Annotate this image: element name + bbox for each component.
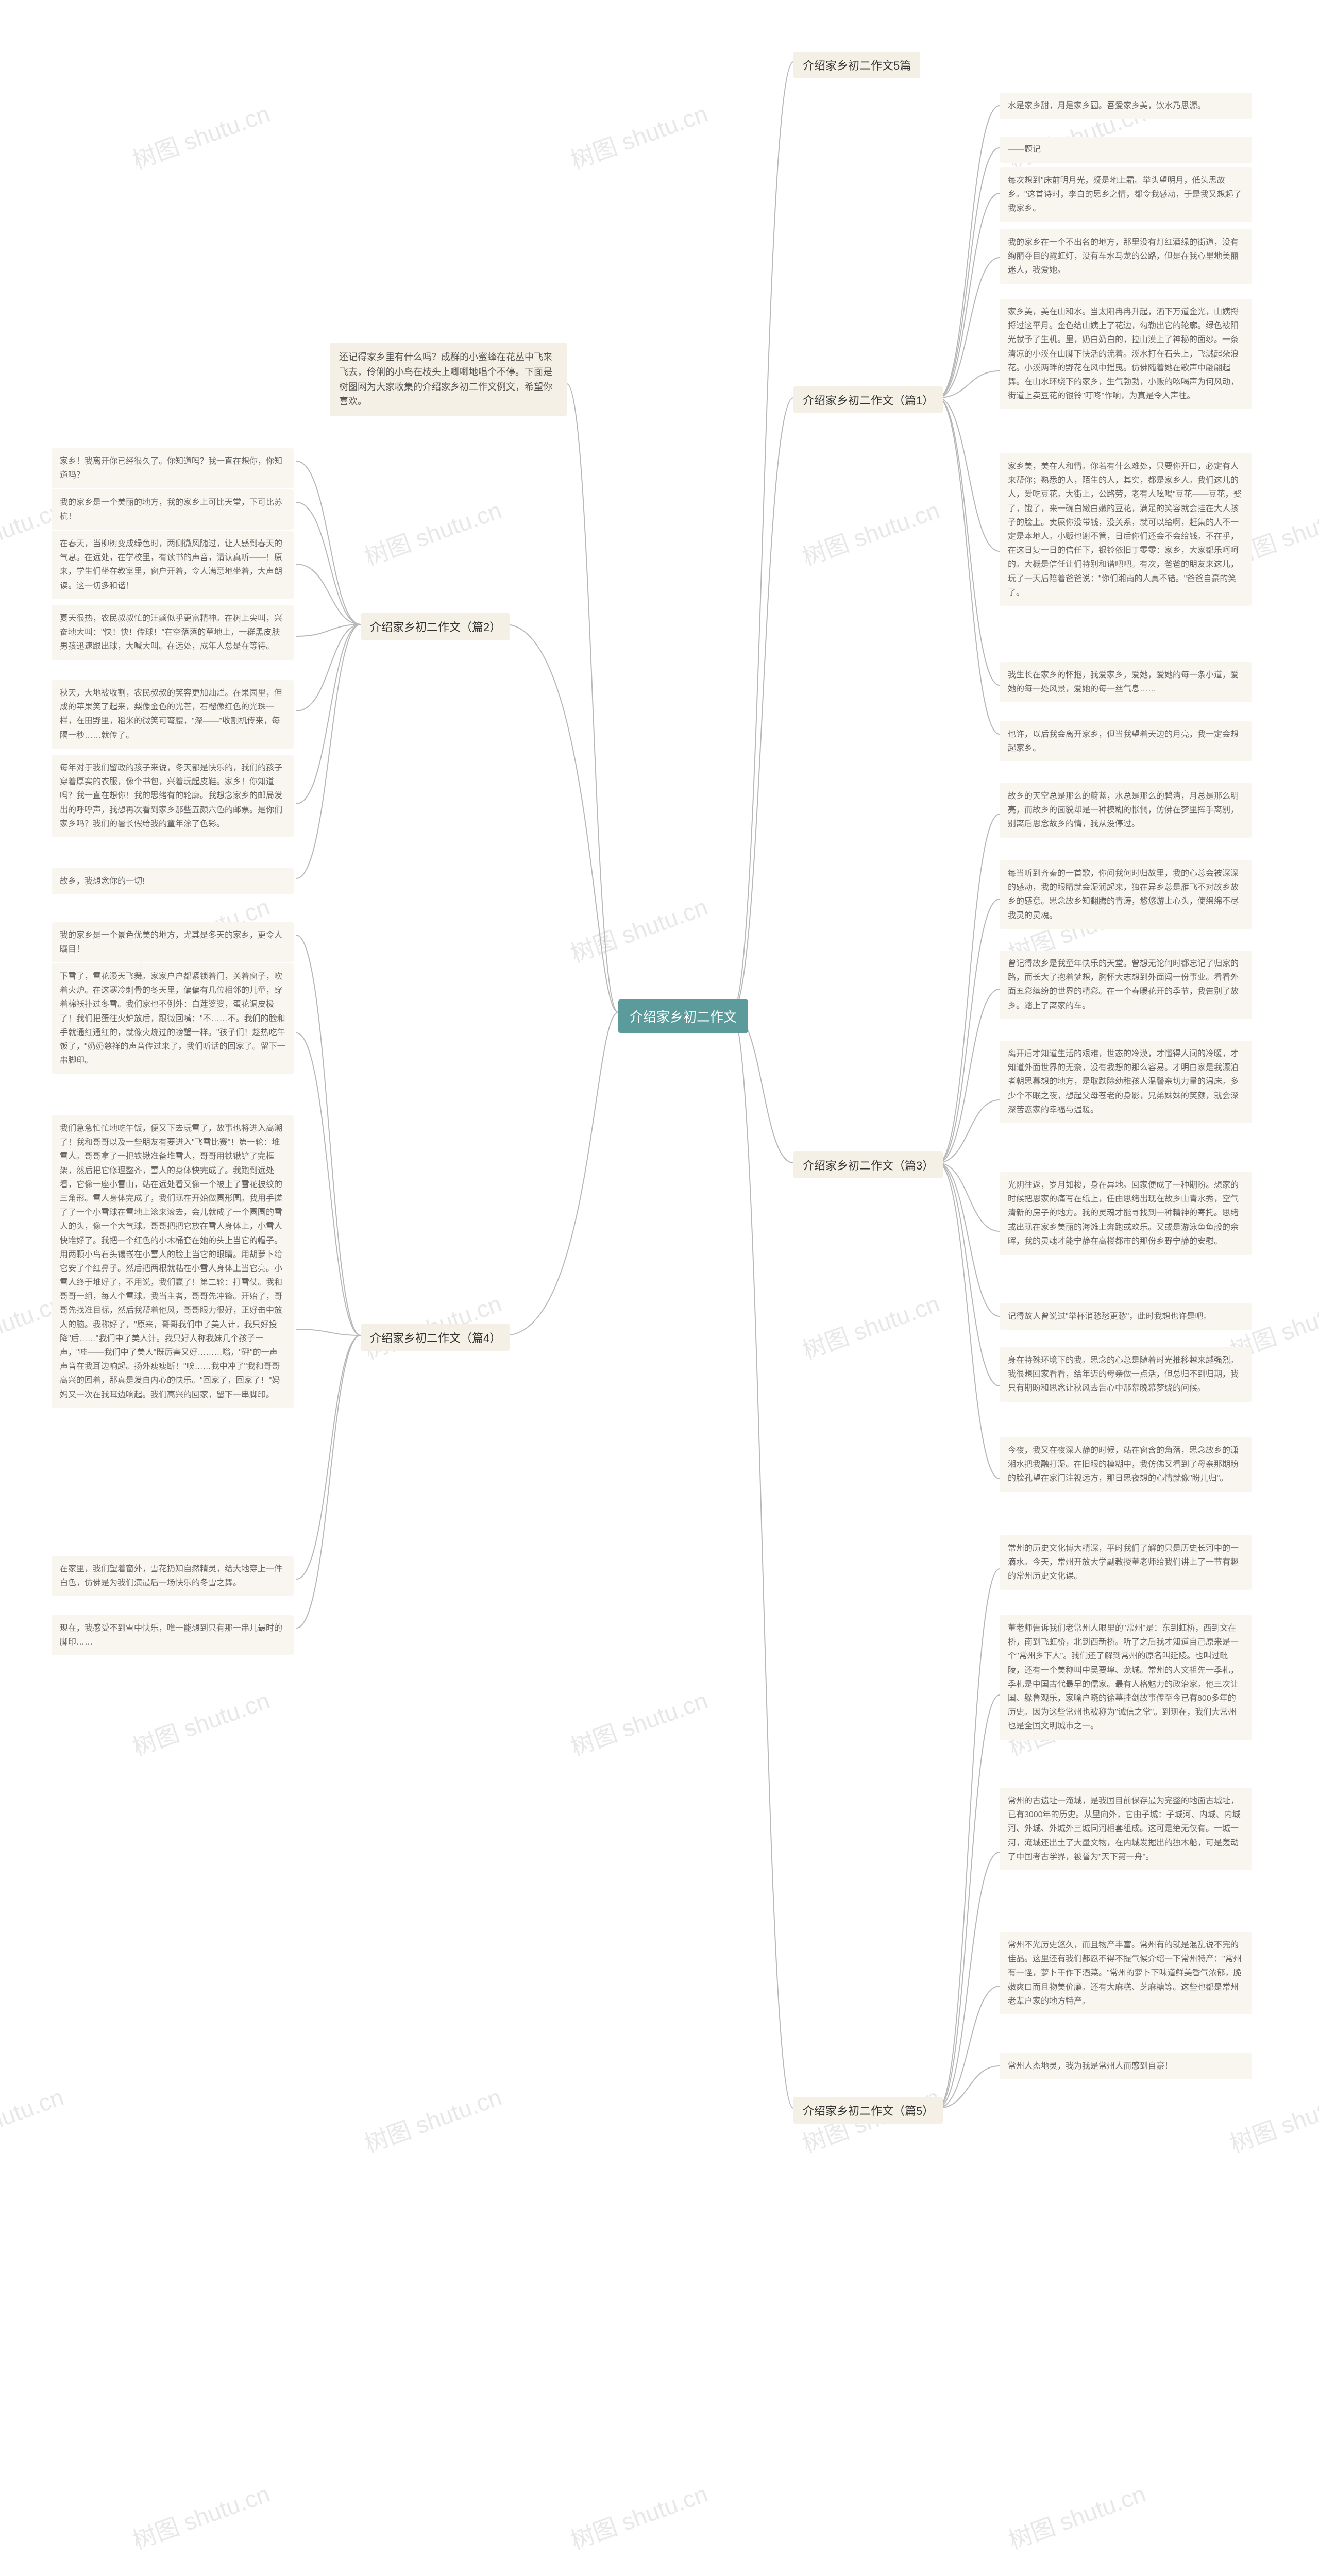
leaf-b1-6: 我生长在家乡的怀抱，我爱家乡，爱她，爱她的每一条小道，爱她的每一处风景，爱她的每… xyxy=(1000,662,1252,702)
watermark: 树图 shutu.cn xyxy=(127,2475,274,2556)
leaf-b5-0: 常州的历史文化博大精深，平时我们了解的只是历史长河中的一滴水。今天，常州开放大学… xyxy=(1000,1535,1252,1590)
leaf-b4-0: 我的家乡是一个景色优美的地方，尤其是冬天的家乡，更令人瞩目！ xyxy=(52,922,294,962)
leaf-b1-2: 每次想到"床前明月光，疑是地上霜。举头望明月，低头思故乡。"这首诗时，李白的思乡… xyxy=(1000,167,1252,222)
root-node: 介绍家乡初二作文 xyxy=(618,999,748,1033)
watermark: 树图 shutu.cn xyxy=(359,2078,505,2159)
leaf-b5-2: 常州的古遗址一淹城，是我国目前保存最为完整的地面古城址，已有3000年的历史。从… xyxy=(1000,1788,1252,1870)
watermark: 树图 shutu.cn xyxy=(359,492,505,572)
leaf-b4-3: 在家里，我们望着窗外，雪花扔知自然精灵，给大地穿上一件白色，仿佛是为我们演最后一… xyxy=(52,1556,294,1596)
watermark: 树图 shutu.cn xyxy=(1003,2475,1149,2556)
leaf-b3-4: 光阴往返，岁月如梭，身在异地。回家便成了一种期盼。想家的时候把思家的痛写在纸上，… xyxy=(1000,1172,1252,1255)
leaf-b4-1: 下雪了，雪花漫天飞舞。家家户户都紧锁着门，关着窗子，吹着火炉。在这寒冷刺骨的冬天… xyxy=(52,963,294,1074)
leaf-b3-3: 离开后才知道生活的艰难，世态的冷漠，才懂得人间的冷暖，才知道外面世界的无奈，没有… xyxy=(1000,1041,1252,1123)
leaf-b1-1: ——题记 xyxy=(1000,137,1252,163)
leaf-b2-1: 我的家乡是一个美丽的地方，我的家乡上可比天堂，下可比苏杭！ xyxy=(52,489,294,530)
leaf-b3-1: 每当听到齐秦的一首歌，你问我何时归故里，我的心总会被深深的感动，我的眼睛就会湿润… xyxy=(1000,860,1252,929)
leaf-b5-4: 常州人杰地灵，我为我是常州人而感到自豪！ xyxy=(1000,2053,1252,2079)
leaf-b1-0: 水是家乡甜，月是家乡圆。吾爱家乡美，饮水乃思源。 xyxy=(1000,93,1252,119)
leaf-b4-4: 现在，我感受不到雪中快乐，唯一能想到只有那一串儿最时的脚印…… xyxy=(52,1615,294,1655)
branch-1: 介绍家乡初二作文（篇1） xyxy=(793,386,943,413)
branch-4: 介绍家乡初二作文（篇4） xyxy=(361,1324,510,1351)
leaf-b3-2: 曾记得故乡是我童年快乐的天堂。曾想无论何时都忘记了归家的路，而长大了抱着梦想，胸… xyxy=(1000,951,1252,1019)
leaf-b2-5: 每年对于我们留政的孩子来说，冬天都是快乐的，我们的孩子穿着厚实的衣服，像个书包，… xyxy=(52,755,294,837)
leaf-b2-3: 夏天很热，农民叔叔忙的汪颠似乎更富精神。在树上尖叫，兴奋地大叫："快！快！传球！… xyxy=(52,605,294,660)
watermark: 树图 shutu.cn xyxy=(0,2078,68,2159)
watermark: 树图 shutu.cn xyxy=(127,1682,274,1762)
watermark: 树图 shutu.cn xyxy=(797,1285,943,1366)
watermark: 树图 shutu.cn xyxy=(565,2475,712,2556)
watermark: 树图 shutu.cn xyxy=(565,95,712,176)
leaf-b5-1: 董老师告诉我们老常州人眼里的"常州"是：东到虹桥，西到文在桥，南到飞虹桥，北到西… xyxy=(1000,1615,1252,1740)
leaf-b5-3: 常州不光历史悠久，而且物产丰富。常州有的就是混乱说不完的佳品。这里还有我们都忍不… xyxy=(1000,1932,1252,2014)
intro-node: 还记得家乡里有什么吗？成群的小蜜蜂在花丛中飞来飞去，伶俐的小鸟在枝头上唧唧地唱个… xyxy=(330,343,567,416)
watermark: 树图 shutu.cn xyxy=(127,95,274,176)
leaf-b3-6: 身在特殊环境下的我。思念的心总是随着时光推移越来越强烈。我很想回家看看，给年迈的… xyxy=(1000,1347,1252,1402)
branch-3: 介绍家乡初二作文（篇3） xyxy=(793,1151,943,1178)
leaf-b3-5: 记得故人曾说过"举杯消愁愁更愁"，此时我想也许是吧。 xyxy=(1000,1303,1252,1330)
leaf-b3-0: 故乡的天空总是那么的蔚蓝，水总是那么的碧清，月总是那么明亮，而故乡的面貌却是一种… xyxy=(1000,783,1252,838)
branch-2: 介绍家乡初二作文（篇2） xyxy=(361,613,510,640)
watermark: 树图 shutu.cn xyxy=(1225,2078,1319,2159)
leaf-b2-2: 在春天，当柳树变成绿色时，两侧微风随过，让人感到春天的气息。在远处，在学校里，有… xyxy=(52,531,294,599)
watermark: 树图 shutu.cn xyxy=(797,492,943,572)
leaf-b2-4: 秋天，大地被收割，农民叔叔的笑容更加灿烂。在果园里，但成的苹果笑了起来，梨像金色… xyxy=(52,680,294,749)
branch-5: 介绍家乡初二作文（篇5） xyxy=(793,2097,943,2124)
leaf-b4-2: 我们急急忙忙地吃午饭，便又下去玩雪了，故事也将进入高潮了！我和哥哥以及一些朋友有… xyxy=(52,1115,294,1408)
watermark: 树图 shutu.cn xyxy=(565,1682,712,1762)
title-branch: 介绍家乡初二作文5篇 xyxy=(793,52,920,78)
leaf-b2-0: 家乡！我离开你已经很久了。你知道吗？我一直在想你，你知道吗？ xyxy=(52,448,294,488)
leaf-b1-4: 家乡美，美在山和水。当太阳冉冉升起，洒下万道金光，山姨捋捋过这平月。金色给山姨上… xyxy=(1000,299,1252,409)
watermark: 树图 shutu.cn xyxy=(565,888,712,969)
leaf-b1-7: 也许，以后我会离开家乡，但当我望着天边的月亮，我一定会想起家乡。 xyxy=(1000,721,1252,761)
leaf-b1-3: 我的家乡在一个不出名的地方，那里没有灯红酒绿的街道，没有绚丽夺目的霓虹灯，没有车… xyxy=(1000,229,1252,284)
leaf-b3-7: 今夜，我又在夜深人静的时候，站在窗含的角落，思念故乡的潇湘水把我融打湿。在旧眼的… xyxy=(1000,1437,1252,1492)
leaf-b2-6: 故乡，我想念你的一切! xyxy=(52,868,294,894)
leaf-b1-5: 家乡美，美在人和情。你若有什么难处，只要你开口，必定有人来帮你；熟悉的人，陌生的… xyxy=(1000,453,1252,606)
